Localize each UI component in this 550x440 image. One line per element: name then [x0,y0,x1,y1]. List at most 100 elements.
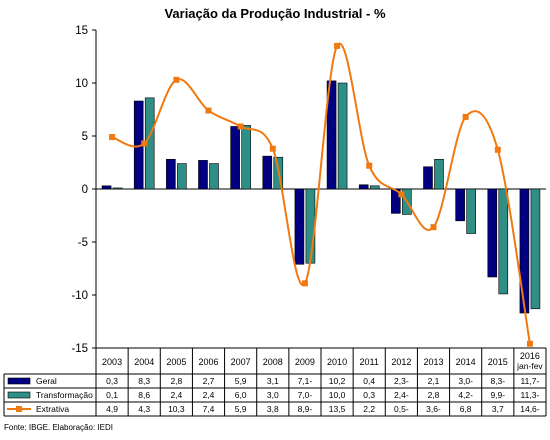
bar-transformao-2009 [305,188,316,264]
bar-geral-2013 [423,166,433,190]
table-cell: 2,8 [170,376,182,386]
x-tick-label: 2012 [391,357,411,367]
table-cell: 2,4 [203,390,215,400]
y-tick-label: 10 [75,78,88,90]
table-cell: 5,9 [235,404,247,414]
x-tick-label: 2011 [360,357,379,367]
legend-label: Geral [36,376,57,386]
table-cell: 6,0 [235,390,247,400]
table-cell: 2,7 [203,376,215,386]
table-cell: 8,3- [490,376,505,386]
table-cell: 13,5 [329,404,346,414]
bar-transformao-2010 [337,82,348,190]
table-cell: 2,4- [394,390,409,400]
table-cell: 9,9- [490,390,505,400]
bar-transformao-2007 [241,125,251,190]
x-tick-label: 2008 [263,357,283,367]
chart-title: Variação da Produção Industrial - % [164,6,386,21]
bar-geral-2012 [391,188,401,214]
table-cell: 0,5- [394,404,409,414]
bar-geral-2010 [326,80,337,190]
bar-geral-2011 [358,184,369,190]
data-table: 2003 2004 2005 2006 2007 2008 2009 2010 2011 2012… [3,347,547,417]
extrativa-point-2004 [141,140,148,147]
table-cell: 2,2 [363,404,375,414]
table-cell: 3,7 [492,404,504,414]
x-tick-label: 2003 [102,357,122,367]
table-cell: 7,1- [298,376,313,386]
table-cell: 10,0 [329,390,346,400]
y-tick-label: 5 [82,131,88,143]
table-cell: 2,8 [428,390,440,400]
bar-transformao-2006 [209,163,219,190]
bar-geral-2006 [198,160,208,190]
x-tick-sublabel: jan-fev [516,361,543,371]
bar-geral-2003 [101,185,112,190]
source-footer: Fonte: IBGE. Elaboração: IEDI [4,423,113,432]
bar-geral-2015 [487,188,498,278]
x-tick-label: 2006 [198,357,218,367]
table-cell: 0,3 [106,376,118,386]
table-cell: 8,3 [138,376,150,386]
table-cell: 2,4 [170,390,182,400]
x-tick-label: 2010 [327,357,347,367]
table-cell: 10,2 [329,376,346,386]
extrativa-point-2011 [366,162,373,169]
table-cell: 0,3 [363,390,375,400]
table-cell: 3,0- [458,376,473,386]
table-cell: 3,6- [426,404,441,414]
bar-transformao-2003 [112,187,123,190]
bar-transformao-2013 [434,159,444,190]
x-tick-label: 2013 [423,357,443,367]
extrativa-point-2010 [334,42,341,49]
table-cell: 8,6 [138,390,150,400]
bar-transformao-2016-jan-fev [530,188,541,310]
table-cell: 0,4 [363,376,375,386]
table-cell: 5,9 [235,376,247,386]
bar-geral-2007 [230,126,240,190]
extrativa-point-2006 [205,107,212,114]
table-cell: 7,0- [298,390,313,400]
bar-transformao-2015 [498,188,509,295]
extrativa-point-2015 [494,146,501,153]
legend-label: Extrativa [36,404,69,414]
y-tick-label: -5 [78,237,88,249]
legend-key-extrativa-marker [16,406,22,412]
extrativa-point-2003 [109,134,116,141]
bar-transformao-2011 [369,185,380,190]
extrativa-point-2016-jan-fev [526,340,533,347]
table-cell: 10,3 [168,404,185,414]
bar-transformao-2014 [466,188,476,234]
y-tick-label: -15 [71,343,88,355]
bars [101,80,541,314]
extrativa-point-2008 [269,145,276,152]
table-cell: 2,3- [394,376,409,386]
bar-transformao-2005 [177,163,187,190]
table-cell: 11,3- [521,390,540,400]
bar-geral-2016-jan-fev [519,188,530,314]
extrativa-point-2014 [462,113,469,120]
x-tick-label: 2004 [134,357,154,367]
legend-label: Transformação [36,390,93,400]
table-cell: 7,4 [203,404,215,414]
extrativa-point-2013 [430,224,437,231]
table-cell: 8,9- [298,404,313,414]
y-tick-label: 0 [82,184,88,196]
table-cell: 14,6- [520,404,540,414]
table-cell: 4,3 [138,404,150,414]
bar-geral-2009 [294,188,305,265]
extrativa-line [109,42,533,347]
legend-key-transformacao [7,391,31,399]
x-tick-label: 2015 [488,357,508,367]
x-tick-label: 2009 [295,357,315,367]
extrativa-point-2005 [173,76,180,83]
table-cell: 4,9 [106,404,118,414]
table-cell: 3,0 [267,390,279,400]
bar-geral-2008 [262,155,273,190]
extrativa-point-2012 [398,191,405,198]
x-tick-label: 2014 [456,357,476,367]
bar-geral-2005 [166,159,176,190]
extrativa-point-2007 [237,123,244,130]
extrativa-point-2009 [301,280,308,287]
